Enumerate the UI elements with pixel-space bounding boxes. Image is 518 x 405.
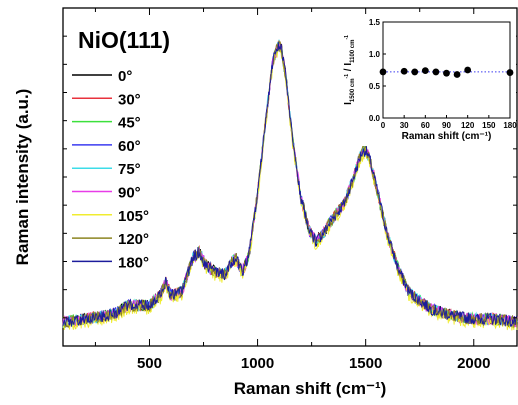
chart-title: NiO(111): [78, 27, 170, 53]
legend-label: 180°: [118, 254, 149, 271]
x-axis-label: Raman shift (cm⁻¹): [234, 379, 387, 398]
legend-label: 120°: [118, 231, 149, 248]
inset-background: [338, 14, 516, 146]
legend-label: 60°: [118, 138, 141, 155]
inset-x-axis-label: Raman shift (cm⁻¹): [402, 131, 492, 142]
inset-y-tick-label: 0.5: [369, 82, 381, 91]
x-tick-label: 1000: [241, 355, 274, 372]
inset-point: [421, 67, 429, 75]
x-tick-label: 500: [137, 355, 162, 372]
legend-label: 30°: [118, 91, 141, 108]
y-axis-label: Raman intensity (a.u.): [13, 89, 32, 266]
main-chart: 500 1000 1500 2000 0°30°45°60°75°90°105°120…: [13, 7, 518, 398]
x-tick-label: 2000: [457, 355, 490, 372]
inset-point: [400, 67, 408, 75]
inset-x-tick-label: 180: [503, 121, 517, 130]
inset-y-tick-label: 1.5: [369, 18, 381, 27]
inset-x-tick-label: 0: [381, 121, 386, 130]
inset-y-label-part: 1500 cm: [350, 78, 356, 102]
inset-y-axis-label: I1500 cm-1 / I1100 cm-1: [343, 35, 356, 105]
x-tick-label: 1500: [349, 355, 382, 372]
inset-point: [453, 71, 461, 78]
legend-label: 75°: [118, 161, 141, 178]
series-line: [62, 42, 518, 328]
legend-label: 90°: [118, 185, 141, 202]
inset-x-tick-label: 90: [442, 121, 451, 130]
inset-y-label-part: / I: [343, 63, 354, 74]
inset-y-tick-label: 1.0: [369, 50, 381, 59]
inset-point: [443, 69, 450, 77]
inset-point: [432, 68, 440, 76]
inset-point: [411, 68, 419, 76]
inset-x-tick-label: 60: [421, 121, 430, 130]
legend-label: 105°: [118, 208, 149, 225]
inset-y-tick-label: 0.0: [369, 114, 381, 123]
inset-point: [464, 66, 472, 74]
legend: 0° 30° 45° 60° 75° 90° 105° 120° 180°: [72, 68, 149, 271]
inset-x-tick-label: 150: [482, 121, 496, 130]
inset-y-label-part: 1100 cm: [350, 40, 356, 63]
inset-y-label-part: -1: [344, 35, 350, 40]
main-series-lines: [62, 39, 518, 331]
inset-chart: 0 30 60 90 120 150 180 0.0 0.5 1.0 1.5 Raman shift…: [338, 14, 517, 146]
inset-y-label-part: I: [343, 102, 354, 105]
inset-x-tick-label: 30: [400, 121, 409, 130]
main-axes: 500 1000 1500 2000: [63, 8, 517, 372]
legend-label: 45°: [118, 115, 141, 132]
inset-x-tick-label: 120: [461, 121, 475, 130]
inset-y-label-part: -1: [344, 74, 350, 79]
inset-axes: 0 30 60 90 120 150 180 0.0 0.5 1.0 1.5: [369, 18, 517, 130]
legend-label: 0°: [118, 68, 132, 85]
